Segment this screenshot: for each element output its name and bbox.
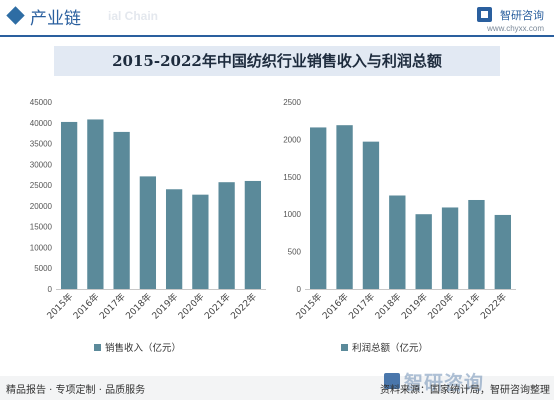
- bar: [165, 189, 183, 289]
- bar: [113, 131, 130, 289]
- y-tick-label: 35000: [30, 140, 53, 149]
- x-tick-label: 2021年: [452, 291, 483, 322]
- brand-logo[interactable]: 智研咨询 www.chyxx.com: [476, 4, 544, 33]
- y-tick-label: 40000: [30, 119, 53, 128]
- x-tick-label: 2016年: [320, 291, 351, 322]
- x-tick-label: 2019年: [149, 291, 180, 322]
- source-note: 资料来源：国家统计局，智研咨询整理: [380, 385, 550, 396]
- y-tick-label: 0: [48, 285, 53, 294]
- legend-label: 销售收入（亿元）: [105, 342, 181, 354]
- logo-url: www.chyxx.com: [487, 24, 544, 33]
- x-tick-label: 2015年: [293, 291, 324, 322]
- bar: [441, 207, 459, 289]
- x-tick-label: 2018年: [123, 291, 154, 322]
- bar: [310, 127, 327, 289]
- legend-label: 利润总额（亿元）: [352, 342, 428, 354]
- bar: [218, 182, 235, 289]
- logo-name: 智研咨询: [500, 8, 544, 22]
- bar: [468, 199, 485, 289]
- header-bar: 产业链 ial Chain 智研咨询 www.chyxx.com: [0, 0, 554, 36]
- y-tick-label: 30000: [30, 160, 53, 169]
- legend-swatch: [94, 344, 101, 351]
- chart-title-bar: 2015-2022年中国纺织行业销售收入与利润总额: [54, 46, 500, 76]
- y-tick-label: 5000: [34, 264, 52, 273]
- bar: [336, 125, 353, 289]
- bar: [60, 121, 78, 289]
- y-tick-label: 10000: [30, 243, 53, 252]
- y-tick-label: 25000: [30, 181, 53, 190]
- y-tick-label: 20000: [30, 202, 53, 211]
- legend-swatch: [341, 344, 348, 351]
- y-tick-label: 15000: [30, 223, 53, 232]
- bar: [389, 195, 406, 289]
- x-tick-label: 2019年: [399, 291, 430, 322]
- bar: [87, 119, 104, 289]
- y-tick-label: 0: [297, 285, 302, 294]
- y-tick-label: 2000: [283, 135, 301, 144]
- y-tick-label: 1000: [283, 210, 301, 219]
- bar: [494, 214, 511, 289]
- y-tick-label: 45000: [30, 98, 53, 107]
- diamond-icon: [6, 6, 25, 25]
- chart-title: 2015-2022年中国纺织行业销售收入与利润总额: [112, 52, 442, 70]
- x-tick-label: 2017年: [346, 291, 377, 322]
- x-tick-label: 2015年: [44, 291, 75, 322]
- x-tick-label: 2018年: [372, 291, 403, 322]
- x-tick-label: 2017年: [97, 291, 128, 322]
- x-tick-label: 2021年: [202, 291, 233, 322]
- x-tick-label: 2022年: [478, 291, 509, 322]
- footer-watermark: 智研咨询: [404, 372, 485, 394]
- x-tick-label: 2020年: [425, 291, 456, 322]
- footer-bar: 精品报告 · 专项定制 · 品质服务 智研咨询 资料来源：国家统计局，智研咨询整…: [0, 372, 554, 400]
- header-divider: [0, 35, 554, 37]
- bar: [244, 180, 262, 289]
- bar: [192, 194, 209, 289]
- section-title: 产业链: [30, 9, 81, 29]
- footer-logo-icon: [384, 373, 400, 389]
- footer-slogan: 精品报告 · 专项定制 · 品质服务: [6, 385, 146, 396]
- charts-area: 0500010000150002000025000300003500040000…: [30, 98, 516, 354]
- y-tick-label: 500: [288, 248, 302, 257]
- x-tick-label: 2020年: [175, 291, 206, 322]
- bar: [362, 141, 380, 289]
- logo-icon: [476, 7, 492, 22]
- y-tick-label: 1500: [283, 173, 301, 182]
- header-watermark: ial Chain: [108, 9, 159, 23]
- x-tick-label: 2022年: [228, 291, 259, 322]
- y-tick-label: 2500: [283, 98, 301, 107]
- x-tick-label: 2016年: [70, 291, 101, 322]
- bar: [139, 176, 157, 289]
- bar: [415, 214, 432, 289]
